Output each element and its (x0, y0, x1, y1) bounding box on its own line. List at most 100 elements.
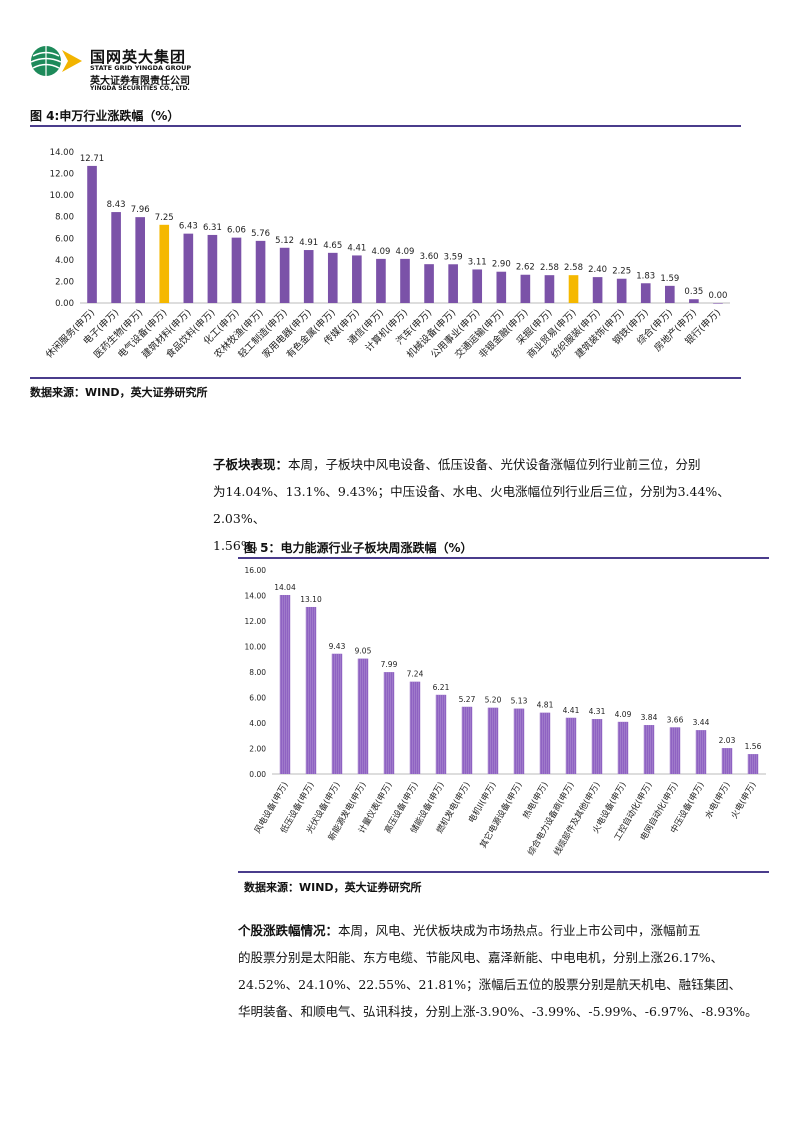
y-tick-label: 16.00 (245, 566, 267, 575)
data-label: 4.09 (371, 247, 390, 257)
data-label: 3.60 (420, 252, 439, 262)
data-label: 5.76 (251, 229, 270, 239)
company-name-en: STATE GRID YINGDA GROUP (90, 64, 192, 72)
y-tick-label: 6.00 (249, 694, 266, 703)
data-label: 1.59 (660, 274, 679, 284)
data-label: 3.44 (693, 718, 710, 727)
bar (183, 233, 194, 303)
figure5-bottom-rule (238, 871, 769, 873)
bar (207, 234, 218, 303)
data-label: 3.66 (667, 715, 684, 724)
industry-return-chart: 0.00 2.00 4.00 6.00 8.00 10.00 12.00 14.00 12.71… (43, 148, 730, 361)
bar (448, 264, 458, 303)
figure4-source: 数据来源：WIND，英大证券研究所 (30, 386, 208, 399)
company-logo (30, 46, 82, 76)
data-label: 6.06 (227, 226, 246, 236)
bar (303, 250, 314, 303)
bar (520, 274, 531, 303)
y-tick-label: 10.00 (50, 191, 74, 201)
para1-line2: 为14.04%、13.1%、9.43%；中压设备、水电、火电涨幅位列行业后三位，… (213, 484, 730, 526)
para2-line3: 24.52%、24.10%、22.55%、21.81%；涨幅后五位的股票分别是航… (238, 977, 742, 992)
data-label: 4.65 (323, 241, 342, 251)
bar (255, 240, 266, 303)
bar (279, 247, 290, 303)
data-label: 4.41 (347, 243, 366, 253)
data-label: 5.13 (511, 697, 528, 706)
bar (665, 285, 675, 303)
data-label: 6.43 (179, 222, 198, 232)
para1-line1: 本周，子板块中风电设备、低压设备、光伏设备涨幅位列行业前三位，分别 (288, 457, 701, 472)
y-tick-label: 14.00 (245, 592, 267, 601)
data-label: 9.05 (355, 647, 372, 656)
bar (713, 303, 723, 304)
bar (231, 237, 242, 303)
para1-line3: 1.56%。 (213, 538, 266, 553)
data-label: 7.96 (131, 205, 150, 215)
data-label: 7.99 (381, 660, 398, 669)
para2-line4: 华明装备、和顺电气、弘讯科技，分别上涨-3.90%、-3.99%、-5.99%、… (238, 1004, 758, 1019)
bar (376, 258, 386, 303)
y-tick-label: 6.00 (55, 234, 74, 244)
data-label: 9.43 (329, 642, 346, 651)
y-tick-label: 4.00 (249, 719, 266, 728)
bar (496, 271, 507, 303)
data-label: 0.00 (708, 291, 727, 301)
data-label: 6.21 (433, 683, 450, 692)
securities-name-cn: 英大证券有限责任公司 (90, 76, 190, 87)
para2-lead: 个股涨跌幅情况： (238, 923, 339, 938)
data-label: 4.09 (396, 247, 415, 257)
data-label: 0.35 (684, 287, 703, 297)
figure4-title: 图 4:申万行业涨跌幅（%） (30, 109, 180, 123)
para1-lead: 子板块表现： (213, 457, 289, 472)
bar (689, 299, 699, 303)
power-subsector-chart: 0.00 2.00 4.00 6.00 8.00 10.00 12.00 14.00 16.00… (245, 566, 766, 858)
category-label: 火电(申万) (729, 780, 759, 821)
data-label: 2.25 (612, 267, 631, 277)
figure5-title: 图 5：电力能源行业子板块周涨跌幅（%） (244, 541, 473, 555)
data-label: 2.90 (492, 260, 511, 270)
subsector-performance-paragraph: 子板块表现：本周，子板块中风电设备、低压设备、光伏设备涨幅位列行业前三位，分别 … (213, 451, 773, 559)
data-label: 3.84 (641, 713, 658, 722)
figure5-source: 数据来源：WIND，英大证券研究所 (244, 881, 422, 894)
y-tick-label: 4.00 (55, 256, 74, 266)
company-name-cn: 国网英大集团 (90, 48, 187, 66)
bar (568, 275, 579, 303)
bar (400, 258, 410, 303)
bar (327, 252, 338, 303)
bar (159, 224, 170, 303)
data-label: 2.40 (588, 265, 607, 275)
y-tick-label: 2.00 (55, 277, 74, 287)
data-label: 5.12 (275, 236, 294, 246)
category-label: 水电(申万) (703, 780, 733, 821)
y-tick-label: 8.00 (55, 213, 74, 223)
data-label: 2.58 (564, 263, 583, 273)
y-tick-label: 2.00 (249, 745, 266, 754)
y-tick-label: 14.00 (50, 148, 74, 158)
y-tick-label: 12.00 (245, 617, 267, 626)
data-label: 4.31 (589, 707, 606, 716)
data-label: 4.91 (299, 238, 318, 248)
bar (592, 277, 603, 303)
data-label: 5.20 (485, 696, 502, 705)
data-label: 1.56 (745, 742, 762, 751)
securities-name-en: YINGDA SECURITIES CO., LTD. (90, 85, 190, 92)
data-label: 14.04 (274, 583, 296, 592)
bar (87, 165, 97, 303)
data-label: 3.59 (444, 252, 463, 262)
figure4-bottom-rule (30, 377, 741, 379)
para2-line1: 本周，风电、光伏板块成为市场热点。行业上市公司中，涨幅前五 (338, 923, 701, 938)
category-label: 综合电力设备商(申万) (526, 780, 577, 858)
data-label: 3.11 (468, 257, 487, 267)
bar (544, 275, 555, 303)
y-tick-label: 10.00 (245, 643, 267, 652)
bar (111, 212, 121, 303)
stock-performance-paragraph: 个股涨跌幅情况：本周，风电、光伏板块成为市场热点。行业上市公司中，涨幅前五 的股… (238, 917, 778, 1025)
data-label: 6.31 (203, 223, 222, 233)
figure5-top-rule (238, 557, 769, 559)
bar (135, 217, 145, 303)
bar (424, 264, 434, 303)
data-label: 12.71 (80, 154, 104, 164)
data-label: 7.25 (155, 213, 174, 223)
data-label: 2.03 (719, 736, 736, 745)
y-tick-label: 12.00 (50, 170, 74, 180)
